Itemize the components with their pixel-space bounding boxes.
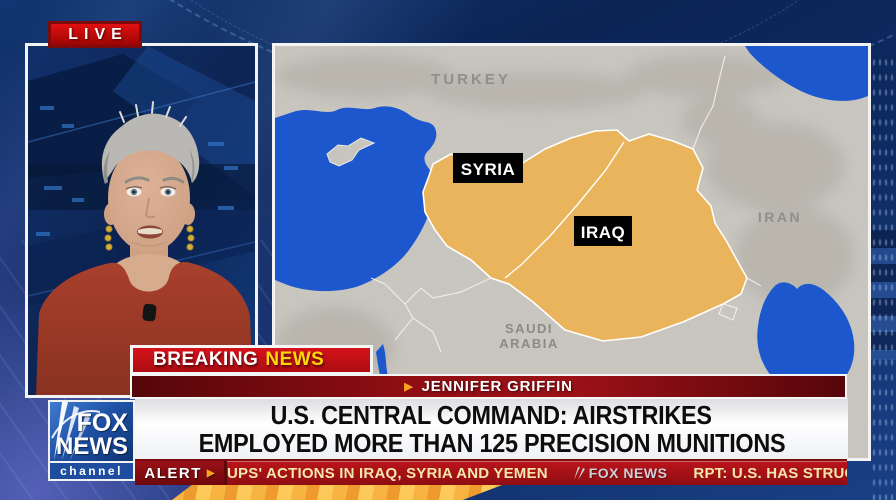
reporter-name-bar: ▶ JENNIFER GRIFFIN (130, 374, 847, 399)
play-arrow-icon: ▶ (404, 381, 414, 393)
headline-line2: EMPLOYED MORE THAN 125 PRECISION MUNITIO… (198, 427, 785, 458)
headline-banner: U.S. CENTRAL COMMAND: AIRSTRIKES EMPLOYE… (135, 398, 848, 459)
reporter-name: JENNIFER GRIFFIN (421, 378, 573, 395)
searchlight-beams-icon (51, 402, 100, 460)
ticker-item: UPS' ACTIONS IN IRAQ, SYRIA AND YEMEN (227, 464, 548, 482)
headline-line1: U.S. CENTRAL COMMAND: AIRSTRIKES (270, 399, 713, 430)
logo-channel-text: channel (48, 461, 135, 481)
ticker-body: UPS' ACTIONS IN IRAQ, SYRIA AND YEMEN FO… (227, 461, 847, 485)
map-label-iran: IRAN (758, 209, 802, 225)
map-label-saudi-line2: ARABIA (499, 336, 559, 351)
reporter-illustration (28, 46, 255, 395)
alert-label-box: ALERT ▶ (135, 461, 227, 485)
map-label-saudi-line1: SAUDI (505, 321, 553, 336)
map-label-syria: SYRIA (453, 153, 523, 183)
svg-text:IRAQ: IRAQ (581, 223, 626, 242)
fox-news-channel-logo: FOX NEWS channel (48, 400, 135, 481)
ticker-item: RPT: U.S. HAS STRUC (693, 464, 847, 482)
logo-fox-text: FOX (76, 409, 128, 437)
breaking-word: BREAKING (153, 349, 259, 370)
live-badge: LIVE (48, 21, 142, 48)
news-ticker: ALERT ▶ UPS' ACTIONS IN IRAQ, SYRIA AND … (135, 459, 847, 485)
alert-arrow-icon: ▶ (206, 467, 215, 479)
studio-right-bands (870, 230, 896, 360)
alert-label: ALERT (144, 464, 202, 482)
fox-news-watermark: FOX NEWS (573, 465, 668, 481)
middle-east-map: TURKEY IRAN SAUDI ARABIA SYRIA IRAQ (275, 46, 868, 458)
studio-right-dots (871, 55, 895, 500)
fox-news-flag-icon (573, 466, 585, 480)
orange-stripes-decoration (172, 482, 510, 500)
map-label-iraq: IRAQ (574, 216, 632, 246)
middle-east-map-panel: TURKEY IRAN SAUDI ARABIA SYRIA IRAQ (272, 43, 871, 461)
logo-news-text: NEWS (56, 433, 128, 460)
svg-text:SYRIA: SYRIA (461, 160, 515, 179)
breaking-news-banner: BREAKING NEWS (130, 345, 373, 375)
map-label-turkey: TURKEY (431, 71, 511, 88)
news-word: NEWS (265, 349, 325, 370)
